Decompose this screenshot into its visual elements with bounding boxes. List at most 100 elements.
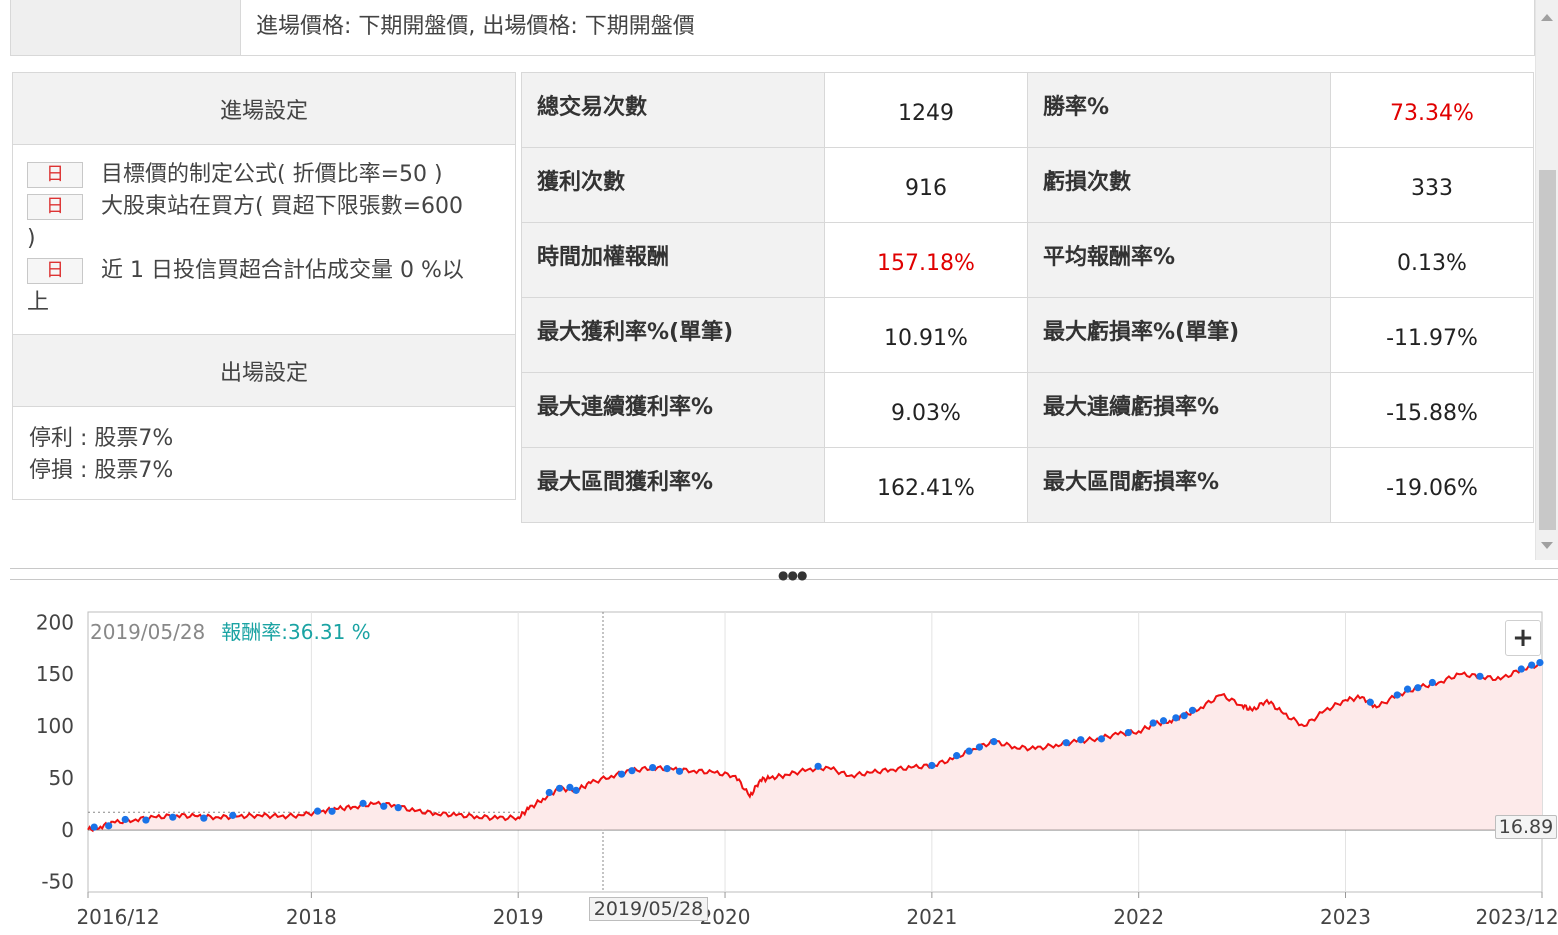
pane-splitter[interactable]: ●●●	[10, 568, 1558, 582]
zoom-in-button[interactable]: +	[1505, 620, 1541, 656]
x-tick-label: 2018	[286, 905, 337, 929]
trade-marker	[975, 743, 984, 751]
stat-value: 162.41%	[824, 447, 1028, 523]
y-tick-label: 200	[36, 610, 74, 634]
stat-label: 最大區間虧損率%	[1027, 447, 1331, 523]
trade-marker	[1366, 698, 1374, 706]
trade-marker	[1188, 706, 1197, 714]
x-tick-label: 2023	[1320, 905, 1371, 929]
stat-label: 勝率%	[1027, 72, 1331, 148]
condition-text-wrap: 上	[27, 290, 50, 315]
x-tick-label: 2023/12	[1475, 905, 1558, 929]
trade-marker	[1159, 717, 1168, 725]
backtest-stats-table: 總交易次數 1249 勝率% 73.34% 獲利次數 916 虧損次數 333 時間加權報酬 15…	[521, 72, 1534, 523]
last-value-tag: 16.89	[1495, 815, 1557, 839]
stat-value: 10.91%	[824, 297, 1028, 373]
scrollbar-thumb[interactable]	[1539, 170, 1556, 530]
trade-marker	[394, 804, 402, 812]
scroll-up-arrow-icon[interactable]	[1541, 14, 1553, 21]
stats-row: 獲利次數 916 虧損次數 333	[521, 147, 1534, 223]
x-tick-label: 2016/12	[76, 905, 159, 929]
strategy-price-strip: 進場價格: 下期開盤價, 出場價格: 下期開盤價	[10, 0, 1535, 56]
trade-marker	[572, 786, 580, 794]
stat-value: 916	[824, 147, 1028, 223]
trade-marker	[90, 823, 98, 831]
stat-value: 157.18%	[824, 222, 1028, 298]
trade-marker	[1180, 712, 1188, 720]
daily-badge[interactable]: 日	[27, 162, 83, 188]
trade-marker	[142, 816, 150, 824]
trade-marker	[545, 788, 553, 797]
stats-row: 時間加權報酬 157.18% 平均報酬率% 0.13%	[521, 222, 1534, 298]
daily-badge[interactable]: 日	[27, 194, 83, 220]
stat-value: -11.97%	[1330, 297, 1534, 373]
scroll-down-arrow-icon[interactable]	[1541, 542, 1553, 549]
trade-marker	[313, 807, 322, 815]
trade-marker	[1077, 736, 1085, 744]
trade-marker	[663, 764, 671, 773]
stat-label: 時間加權報酬	[521, 222, 825, 298]
trade-marker	[1172, 714, 1180, 722]
exit-settings-title: 出場設定	[13, 335, 515, 407]
stop-loss-rule: 停損 : 股票7%	[29, 458, 174, 483]
trade-marker	[1403, 685, 1412, 693]
stat-label: 最大連續虧損率%	[1027, 372, 1331, 448]
trade-marker	[1536, 659, 1544, 667]
stat-value: 9.03%	[824, 372, 1028, 448]
trade-marker	[1062, 739, 1070, 747]
trade-marker	[628, 767, 636, 775]
trade-marker	[965, 747, 973, 755]
condition-text: 近 1 日投信買超合計佔成交量 0 %以	[101, 258, 464, 283]
legend-value: 36.31 %	[288, 620, 371, 644]
stat-label: 最大區間獲利率%	[521, 447, 825, 523]
trade-marker	[1097, 735, 1106, 743]
trade-marker	[328, 807, 336, 815]
entry-condition-item: 日 大股東站在買方( 買超下限張數=600 )	[27, 191, 503, 255]
drag-handle-icon[interactable]: ●●●	[778, 568, 807, 582]
stat-label: 總交易次數	[521, 72, 825, 148]
stat-label: 最大虧損率%(單筆)	[1027, 297, 1331, 373]
trade-marker	[105, 822, 113, 830]
stat-value: 1249	[824, 72, 1028, 148]
stat-label: 最大獲利率%(單筆)	[521, 297, 825, 373]
trade-marker	[928, 761, 936, 770]
y-tick-label: 100	[36, 714, 74, 738]
stat-label: 獲利次數	[521, 147, 825, 223]
x-tick-label: 2019	[493, 905, 544, 929]
x-tick-label: 2022	[1113, 905, 1164, 929]
return-area	[88, 662, 1542, 831]
y-tick-label: 50	[49, 766, 74, 790]
trade-marker	[953, 752, 961, 760]
daily-badge[interactable]: 日	[27, 258, 83, 284]
stat-label: 虧損次數	[1027, 147, 1331, 223]
stats-row: 最大連續獲利率% 9.03% 最大連續虧損率% -15.88%	[521, 372, 1534, 448]
entry-settings-title: 進場設定	[13, 73, 515, 145]
stat-value: -19.06%	[1330, 447, 1534, 523]
x-tick-label: 2020	[700, 905, 751, 929]
trade-marker	[1149, 719, 1157, 727]
y-tick-label: -50	[41, 870, 74, 894]
condition-text: 大股東站在買方( 買超下限張數=600	[101, 194, 464, 219]
stat-value: -15.88%	[1330, 372, 1534, 448]
condition-text-wrap: )	[27, 226, 36, 251]
stat-value: 0.13%	[1330, 222, 1534, 298]
trade-marker	[1124, 728, 1132, 737]
trade-marker	[566, 783, 574, 791]
stat-value: 73.34%	[1330, 72, 1534, 148]
trade-marker	[618, 770, 626, 778]
entry-conditions-list: 日 目標價的制定公式( 折價比率=50 ) 日 大股東站在買方( 買超下限張數=…	[13, 145, 515, 335]
price-rule-text: 進場價格: 下期開盤價, 出場價格: 下期開盤價	[256, 14, 695, 39]
stats-row: 最大獲利率%(單筆) 10.91% 最大虧損率%(單筆) -11.97%	[521, 297, 1534, 373]
y-tick-label: 0	[61, 818, 74, 842]
take-profit-rule: 停利 : 股票7%	[29, 426, 174, 451]
x-tick-label: 2021	[906, 905, 957, 929]
y-tick-label: 150	[36, 662, 74, 686]
crosshair-date-tag: 2019/05/28	[589, 897, 708, 921]
trade-marker	[1414, 684, 1422, 692]
legend-date: 2019/05/28	[90, 620, 206, 644]
return-chart[interactable]: 200 150 100 50 0 -50 2016/12 2018 2019 2020 2021 20…	[0, 582, 1558, 935]
trade-marker	[229, 811, 237, 819]
vertical-scrollbar[interactable]	[1535, 0, 1558, 560]
trade-marker	[1393, 691, 1401, 699]
